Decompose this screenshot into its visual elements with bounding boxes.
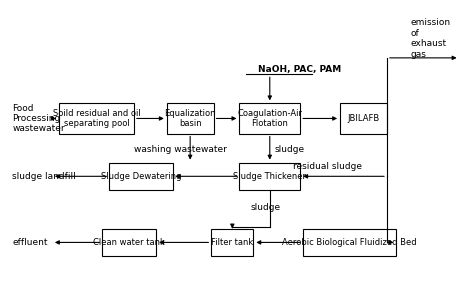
Text: NaOH, PAC, PAM: NaOH, PAC, PAM xyxy=(258,65,341,74)
Bar xyxy=(102,229,156,256)
Bar xyxy=(109,162,173,190)
Bar xyxy=(211,229,254,256)
Text: Coagulation-Air
Flotation: Coagulation-Air Flotation xyxy=(237,109,302,128)
Text: Equalization
basin: Equalization basin xyxy=(164,109,216,128)
Text: Sludge Dewatering: Sludge Dewatering xyxy=(100,172,181,181)
Text: emission
of
exhaust
gas: emission of exhaust gas xyxy=(410,19,450,59)
Bar xyxy=(239,162,300,190)
Text: effluent: effluent xyxy=(12,238,48,247)
Bar xyxy=(239,103,300,133)
Text: Filter tank: Filter tank xyxy=(211,238,254,247)
Bar xyxy=(340,103,387,133)
Text: JBILAFB: JBILAFB xyxy=(347,114,380,123)
Text: sludge: sludge xyxy=(274,145,305,154)
Text: residual sludge: residual sludge xyxy=(293,162,362,171)
Text: washing wastewater: washing wastewater xyxy=(134,145,227,154)
Text: Food
Processing
wastewater: Food Processing wastewater xyxy=(12,104,65,133)
Bar xyxy=(302,229,396,256)
Text: sludge: sludge xyxy=(250,203,280,212)
Text: Aerobic Biological Fluidized Bed: Aerobic Biological Fluidized Bed xyxy=(282,238,417,247)
Bar xyxy=(167,103,214,133)
Text: sludge landfill: sludge landfill xyxy=(12,172,76,181)
Text: Clean water tank: Clean water tank xyxy=(93,238,165,247)
Text: Soild residual and oil
separating pool: Soild residual and oil separating pool xyxy=(53,109,140,128)
Text: Sludge Thickener: Sludge Thickener xyxy=(233,172,306,181)
Bar xyxy=(59,103,134,133)
